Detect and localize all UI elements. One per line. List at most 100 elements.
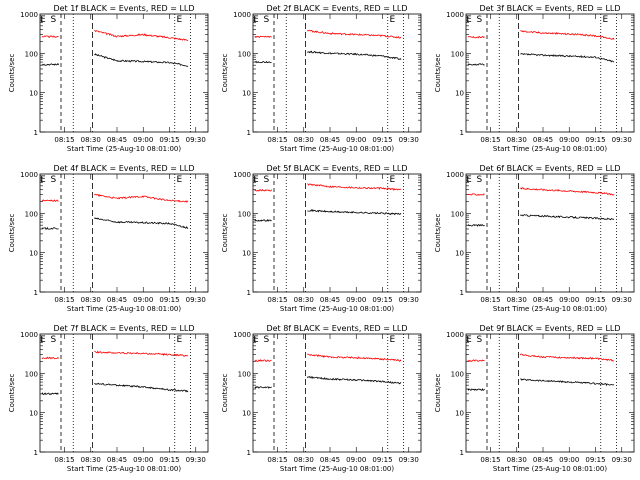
- lld-series-line: [254, 188, 272, 192]
- x-axis-label: Start Time (25-Aug-10 08:01:00): [280, 145, 394, 153]
- panel-det-4: Det 4f BLACK = Events, RED = LLD 1 10 100 10…: [8, 164, 209, 313]
- x-tick-label: 08:30: [294, 296, 314, 304]
- x-tick-label: 09:15: [585, 296, 605, 304]
- plot-frame: [252, 333, 422, 453]
- lld-series-line: [520, 187, 615, 196]
- y-tick-label: 100: [238, 370, 251, 378]
- x-axis-label: Start Time (25-Aug-10 08:01:00): [67, 465, 181, 473]
- y-tick-label: 100: [451, 370, 464, 378]
- x-tick-label: 09:00: [346, 456, 366, 464]
- panel-title: Det 2f BLACK = Events, RED = LLD: [266, 4, 407, 13]
- x-tick-label: 08:45: [533, 136, 553, 144]
- event-marker-label: S: [264, 175, 270, 185]
- y-axis-label: Counts/sec: [221, 374, 229, 413]
- panel-title: Det 9f BLACK = Events, RED = LLD: [479, 324, 620, 333]
- x-tick-label: 08:45: [107, 456, 127, 464]
- y-tick-label: 100: [238, 50, 251, 58]
- x-tick-label: 09:30: [186, 136, 206, 144]
- x-tick-label: 09:00: [133, 456, 153, 464]
- panel-det-1: Det 1f BLACK = Events, RED = LLD 1 10 100 10…: [8, 4, 209, 153]
- y-tick-label: 1000: [20, 11, 38, 19]
- x-tick-label: 08:30: [507, 456, 527, 464]
- y-tick-label: 1000: [233, 331, 251, 339]
- events-series-line: [41, 226, 59, 230]
- event-marker-label: E: [253, 15, 259, 25]
- lld-series-line: [520, 30, 615, 40]
- panel-title: Det 1f BLACK = Events, RED = LLD: [53, 4, 194, 13]
- event-marker-label: S: [51, 335, 57, 345]
- lld-series-line: [307, 183, 402, 191]
- x-tick-label: 09:30: [399, 296, 419, 304]
- y-tick-label: 10: [29, 250, 38, 258]
- events-series-line: [41, 62, 59, 66]
- x-tick-label: 08:15: [267, 456, 287, 464]
- lld-series-line: [307, 353, 402, 362]
- event-marker-label: E: [40, 15, 46, 25]
- plot-frame: [252, 173, 422, 293]
- events-series-line: [307, 50, 402, 60]
- lld-series-line: [94, 30, 189, 42]
- x-tick-label: 09:30: [399, 456, 419, 464]
- event-marker-label: E: [603, 175, 609, 185]
- y-tick-label: 10: [242, 410, 251, 418]
- x-tick-label: 08:15: [54, 136, 74, 144]
- x-axis-label: Start Time (25-Aug-10 08:01:00): [280, 465, 394, 473]
- event-marker-label: E: [253, 175, 259, 185]
- event-marker-label: E: [390, 335, 396, 345]
- plot-frame: [252, 13, 422, 133]
- panel-title: Det 7f BLACK = Events, RED = LLD: [53, 324, 194, 333]
- x-tick-label: 08:15: [267, 136, 287, 144]
- event-marker-label: S: [51, 15, 57, 25]
- panel-title: Det 4f BLACK = Events, RED = LLD: [53, 164, 194, 173]
- event-marker-label: E: [40, 175, 46, 185]
- y-axis-label: Counts/sec: [434, 374, 442, 413]
- x-tick-label: 09:15: [159, 296, 179, 304]
- x-tick-label: 08:15: [54, 296, 74, 304]
- y-axis-label: Counts/sec: [434, 54, 442, 93]
- x-tick-label: 09:30: [186, 456, 206, 464]
- x-tick-label: 08:45: [107, 296, 127, 304]
- x-tick-label: 09:30: [186, 296, 206, 304]
- panel-det-5: Det 5f BLACK = Events, RED = LLD 1 10 100 10…: [221, 164, 422, 313]
- events-series-line: [520, 53, 615, 63]
- lld-series-line: [41, 356, 59, 360]
- y-axis-label: Counts/sec: [221, 54, 229, 93]
- panel-det-3: Det 3f BLACK = Events, RED = LLD 1 10 100 10…: [434, 4, 635, 153]
- event-marker-label: E: [253, 335, 259, 345]
- x-axis-label: Start Time (25-Aug-10 08:01:00): [67, 145, 181, 153]
- event-marker-label: E: [603, 15, 609, 25]
- y-tick-label: 1000: [446, 331, 464, 339]
- lld-series-line: [519, 353, 615, 362]
- y-tick-label: 1000: [446, 171, 464, 179]
- x-tick-label: 09:30: [612, 456, 632, 464]
- events-series-line: [41, 392, 59, 396]
- events-series-line: [94, 53, 189, 67]
- events-series-line: [254, 219, 272, 223]
- x-tick-label: 09:00: [559, 296, 579, 304]
- x-tick-label: 09:30: [612, 296, 632, 304]
- x-tick-label: 09:15: [159, 456, 179, 464]
- x-tick-label: 08:30: [81, 136, 101, 144]
- x-tick-label: 08:30: [507, 296, 527, 304]
- event-marker-label: S: [51, 175, 57, 185]
- x-tick-label: 08:45: [107, 136, 127, 144]
- y-tick-label: 1: [34, 449, 38, 457]
- event-marker-label: S: [264, 15, 270, 25]
- event-marker-label: E: [177, 175, 183, 185]
- event-marker-label: E: [466, 175, 472, 185]
- event-marker-label: S: [477, 335, 483, 345]
- x-tick-label: 09:15: [372, 296, 392, 304]
- events-series-line: [520, 214, 615, 221]
- x-tick-label: 08:15: [54, 456, 74, 464]
- x-axis-label: Start Time (25-Aug-10 08:01:00): [493, 305, 607, 313]
- event-marker-label: E: [177, 15, 183, 25]
- events-series-line: [254, 60, 272, 64]
- panel-det-7: Det 7f BLACK = Events, RED = LLD 1 10 100 10…: [8, 324, 209, 473]
- events-series-line: [467, 224, 485, 227]
- lld-series-line: [467, 359, 485, 362]
- x-tick-label: 09:30: [399, 136, 419, 144]
- x-tick-label: 08:30: [294, 456, 314, 464]
- y-tick-label: 1: [460, 129, 464, 137]
- x-axis-label: Start Time (25-Aug-10 08:01:00): [493, 145, 607, 153]
